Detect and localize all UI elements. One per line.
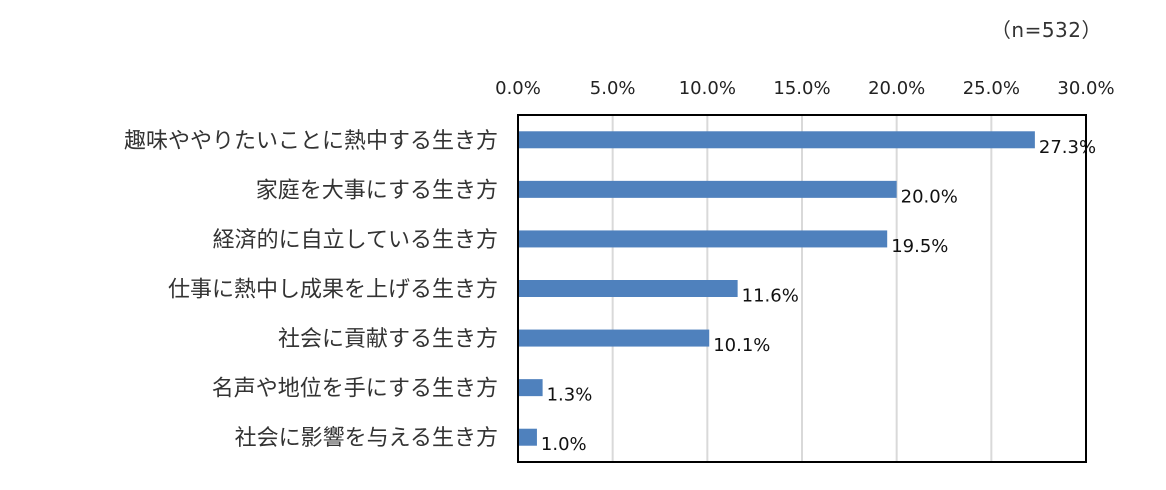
data-label: 27.3%	[1039, 137, 1096, 158]
category-label: 仕事に熱中し成果を上げる生き方	[168, 278, 498, 303]
data-label: 1.3%	[547, 385, 593, 406]
sample-size-note: （n=532）	[990, 18, 1102, 42]
plot-border	[517, 114, 1087, 463]
x-tick-label: 5.0%	[590, 78, 636, 99]
category-label: 家庭を大事にする生き方	[256, 178, 498, 203]
x-tick-labels: 0.0% 5.0% 10.0% 15.0% 20.0% 25.0% 30.0%	[495, 78, 1114, 99]
x-tick-label: 30.0%	[1057, 78, 1114, 99]
data-label: 20.0%	[901, 186, 958, 207]
x-tick-label: 0.0%	[495, 78, 541, 99]
x-tick-label: 25.0%	[963, 78, 1020, 99]
plot-frame	[517, 114, 1087, 463]
data-label: 10.1%	[713, 335, 770, 356]
x-tick-label: 20.0%	[868, 78, 925, 99]
bar	[518, 379, 543, 397]
category-label: 社会に貢献する生き方	[278, 327, 498, 352]
data-label: 19.5%	[891, 236, 948, 257]
category-label: 名声や地位を手にする生き方	[212, 377, 498, 402]
bar	[518, 180, 897, 198]
bar	[518, 230, 888, 248]
category-label: 趣味ややりたいことに熱中する生き方	[124, 129, 498, 154]
bar	[518, 329, 710, 347]
bar	[518, 131, 1035, 149]
category-label: 経済的に自立している生き方	[213, 228, 498, 253]
value-labels: 27.3% 20.0% 19.5% 11.6% 10.1% 1.3% 1.0%	[541, 137, 1096, 455]
data-label: 1.0%	[541, 434, 587, 455]
data-label: 11.6%	[742, 286, 799, 307]
category-label: 社会に影響を与える生き方	[235, 426, 498, 451]
x-tick-label: 10.0%	[679, 78, 736, 99]
bar	[518, 280, 738, 297]
bars	[518, 131, 1035, 446]
category-labels: 趣味ややりたいことに熱中する生き方家庭を大事にする生き方経済的に自立している生き…	[124, 129, 498, 451]
bar	[518, 428, 537, 446]
x-tick-label: 15.0%	[773, 78, 830, 99]
